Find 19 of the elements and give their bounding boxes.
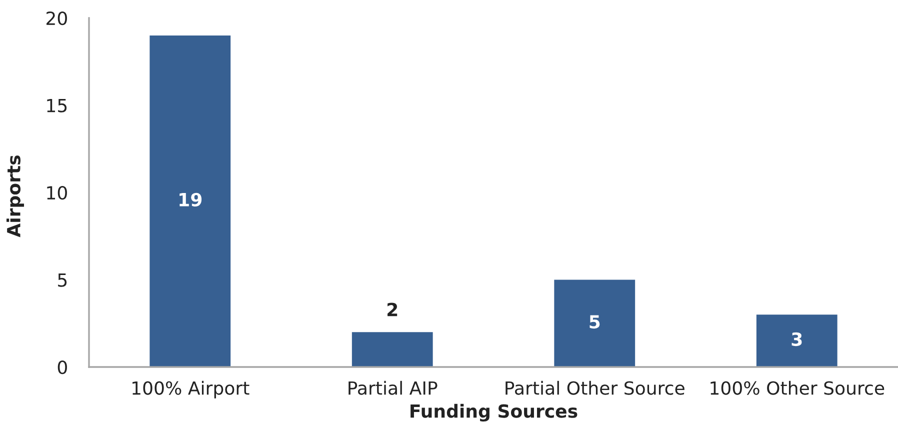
x-tick-label: 100% Other Source (710, 380, 884, 395)
data-label: 2 (388, 302, 398, 316)
x-tick-label: Partial AIP (348, 380, 438, 395)
data-label: 3 (792, 332, 802, 346)
bar (150, 35, 231, 367)
x-axis-title: Funding Sources (410, 404, 578, 422)
bar (352, 332, 433, 367)
y-tick-label: 0 (58, 360, 67, 374)
data-label: 19 (180, 192, 202, 206)
y-tick-label: 20 (46, 11, 67, 26)
y-tick-label: 10 (47, 186, 67, 200)
y-tick-label: 5 (58, 273, 67, 287)
y-tick-label: 15 (47, 98, 67, 112)
y-axis-title: Airports (6, 156, 24, 238)
x-tick-label: 100% Airport (132, 380, 250, 398)
x-tick-label: Partial Other Source (506, 380, 684, 395)
data-label: 5 (590, 315, 600, 329)
bar (756, 314, 838, 367)
bar (554, 280, 636, 367)
